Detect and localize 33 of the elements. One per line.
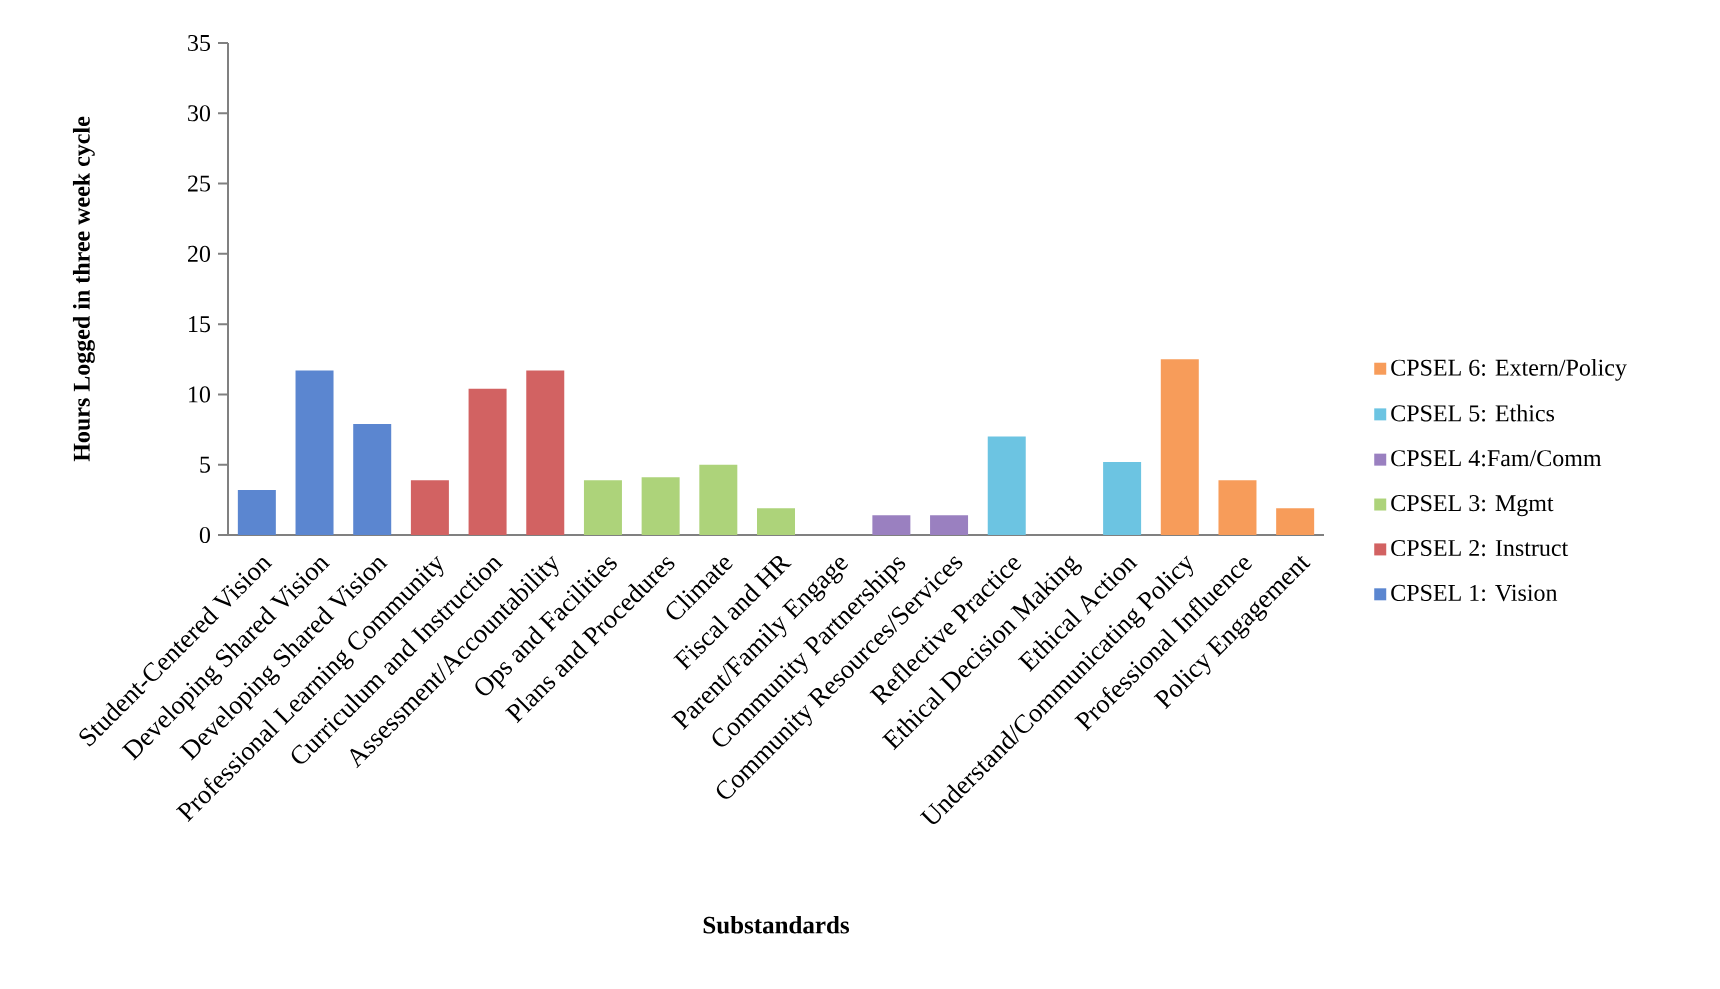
bar — [237, 490, 276, 535]
bar — [699, 464, 738, 535]
bar — [1160, 359, 1199, 535]
bar — [353, 423, 392, 535]
y-tick-label: 5 — [200, 456, 211, 473]
bar — [526, 370, 565, 535]
bar — [410, 480, 449, 535]
y-tick-label: 20 — [188, 245, 211, 262]
legend-label: CPSEL 4:Fam/Comm — [1391, 450, 1602, 467]
bar — [295, 370, 334, 535]
legend-label: CPSEL 3: Mgmt — [1391, 495, 1554, 517]
legend-label: CPSEL 2: Instruct — [1391, 539, 1569, 557]
y-tick-label: 15 — [189, 316, 211, 333]
bar — [757, 508, 796, 535]
bar — [1218, 480, 1257, 535]
bar — [987, 436, 1026, 535]
x-axis-title: Substandards — [703, 915, 850, 934]
y-tick-label: 25 — [188, 175, 211, 192]
legend-label: CPSEL 6: Extern/Policy — [1391, 358, 1627, 381]
bar — [1276, 508, 1315, 535]
bar — [468, 388, 507, 535]
bar — [1103, 461, 1142, 535]
bar — [641, 477, 680, 535]
y-axis-title: Hours Logged in three week cycle — [72, 116, 95, 462]
legend-label: CPSEL 5: Ethics — [1391, 404, 1555, 422]
bar — [583, 480, 622, 535]
y-tick-label: 30 — [188, 105, 211, 122]
y-tick-label: 10 — [189, 386, 211, 403]
y-tick-label: 0 — [199, 526, 211, 544]
bar — [930, 515, 969, 535]
bar — [872, 515, 911, 535]
y-tick-label: 35 — [188, 34, 211, 52]
legend-label: CPSEL 1: Vision — [1391, 584, 1558, 602]
